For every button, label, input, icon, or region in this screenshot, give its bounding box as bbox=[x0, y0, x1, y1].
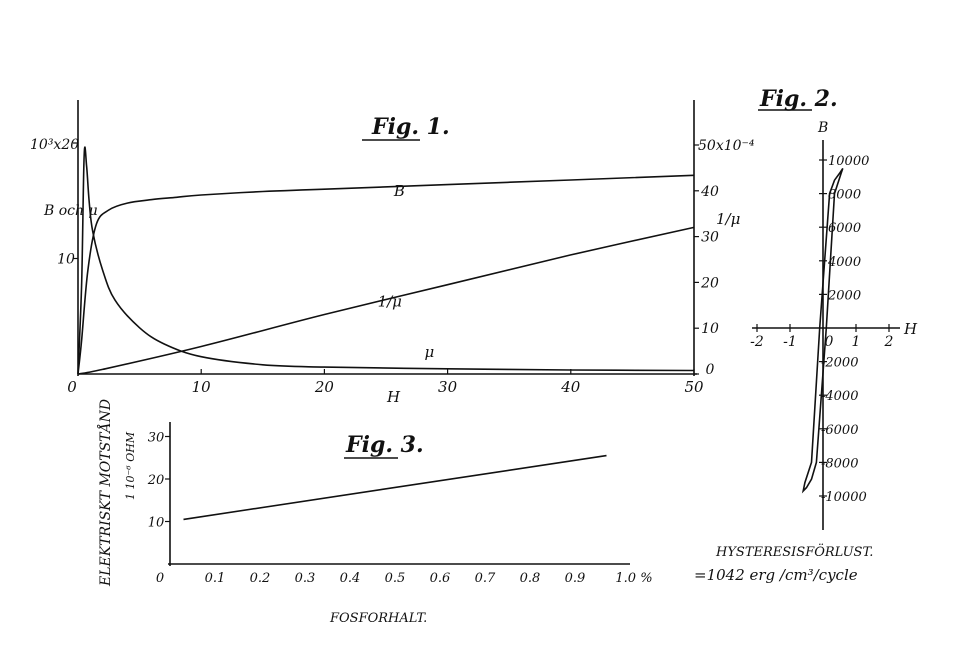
fig3-x-tick-label: 0.5 bbox=[385, 571, 406, 586]
fig3-y-tick-label: 20 bbox=[147, 473, 165, 488]
fig3-ylabel2: 1 10⁻⁶ OHM bbox=[124, 431, 137, 500]
fig1-x-tick-label: 40 bbox=[560, 378, 581, 396]
fig1-chart: Fig. 1. 0 10 20 30 40 50 10 0 10 20 30 40 Bμ 1/μ 1… bbox=[30, 100, 755, 406]
fig2-x-tick-label: -1 bbox=[783, 334, 797, 350]
fig2-y-tick-label: 4000 bbox=[827, 255, 861, 270]
fig1-title: Fig. 1. bbox=[371, 114, 450, 140]
fig1-right-top-label: 50x10⁻⁴ bbox=[698, 138, 755, 154]
fig3-resistance-line bbox=[183, 454, 607, 521]
fig1-x-tick-label: 30 bbox=[438, 378, 458, 396]
fig2-y-tick-label: 6000 bbox=[828, 221, 861, 236]
fig1-series-label: μ bbox=[425, 343, 435, 361]
fig1-right-tick-label: 0 bbox=[706, 362, 715, 378]
fig1-left-tick-label: 10 bbox=[57, 252, 75, 268]
fig2-y-tick-label: -2000 bbox=[821, 356, 858, 371]
fig3-x-tick-label: 0.7 bbox=[475, 571, 496, 586]
fig1-series-label: 1/μ bbox=[378, 292, 402, 310]
fig1-xlabel: H bbox=[386, 388, 401, 406]
fig1-x-tick-label: 50 bbox=[684, 378, 704, 396]
fig1-series-mu bbox=[77, 146, 695, 375]
fig2-x-tick-label: 2 bbox=[884, 334, 894, 350]
fig1-series-inv-mu bbox=[77, 226, 695, 375]
fig2-ylabel: B bbox=[817, 120, 828, 136]
fig1-right-ylabel: 1/μ bbox=[716, 210, 740, 228]
fig2-title: Fig. 2. bbox=[759, 86, 838, 112]
fig1-right-tick-label: 30 bbox=[701, 230, 719, 246]
fig3-xlabel: FOSFORHALT. bbox=[329, 611, 427, 626]
fig3-x-tick-label: 0 bbox=[156, 571, 164, 586]
fig3-x-tick-label: 0.9 bbox=[565, 571, 586, 586]
fig1-x-tick-label: 0 bbox=[67, 378, 77, 396]
fig2-y-tick-label: 8000 bbox=[828, 188, 861, 203]
fig1-series-label: B bbox=[393, 182, 405, 200]
fig3-x-tick-label: 1.0 % bbox=[615, 571, 652, 586]
fig3-chart: Fig. 3. 0 0.1 0.2 0.3 0.4 0.5 0.6 0.7 0.8 0.9 1.0 … bbox=[96, 399, 653, 626]
fig1-series-B bbox=[77, 174, 695, 375]
fig2-hysteresis-loop bbox=[801, 167, 844, 494]
fig1-x-tick-label: 10 bbox=[192, 378, 212, 396]
fig3-x-tick-label: 0.6 bbox=[430, 571, 451, 586]
fig3-y-tick-label: 10 bbox=[148, 516, 165, 531]
fig2-y-tick-label: -8000 bbox=[821, 456, 858, 471]
fig1-left-ylabel: B och μ bbox=[43, 203, 98, 219]
fig2-y-tick-label: 10000 bbox=[828, 154, 869, 169]
fig2-y-tick-label: -10000 bbox=[821, 490, 867, 505]
fig1-x-tick-label: 20 bbox=[314, 378, 335, 396]
fig3-x-tick-label: 0.8 bbox=[520, 571, 541, 586]
fig3-ylabel: ELEKTRISKT MOTSTÅND bbox=[96, 399, 114, 587]
fig2-x-tick-label: 1 bbox=[852, 334, 861, 350]
fig2-annotation-line2: =1042 erg /cm³/cycle bbox=[694, 566, 858, 584]
fig2-x-tick-label: -2 bbox=[750, 334, 764, 350]
fig3-x-tick-label: 0.3 bbox=[295, 571, 316, 586]
fig2-y-tick-label: -6000 bbox=[821, 423, 858, 438]
fig3-x-tick-label: 0.4 bbox=[340, 571, 361, 586]
fig1-left-top-label: 10³x20 bbox=[30, 137, 79, 153]
fig2-x-tick-label: 0 bbox=[825, 334, 834, 350]
fig2-xlabel: H bbox=[903, 320, 918, 338]
fig1-right-tick-label: 10 bbox=[701, 321, 719, 337]
fig3-y-tick-label: 30 bbox=[148, 431, 165, 446]
fig1-right-tick-label: 40 bbox=[700, 184, 719, 200]
fig2-y-tick-label: 2000 bbox=[827, 288, 861, 303]
fig2-y-tick-label: -4000 bbox=[821, 389, 858, 404]
fig3-title: Fig. 3. bbox=[345, 432, 424, 458]
fig2-chart: Fig. 2. -2 -1 0 1 2 10000 8000 6000 4000 2000 -200… bbox=[694, 86, 918, 584]
fig3-x-tick-label: 0.1 bbox=[205, 571, 226, 586]
fig2-annotation-line1: HYSTERESISFÖRLUST. bbox=[715, 543, 873, 560]
fig3-x-tick-label: 0.2 bbox=[250, 571, 271, 586]
fig1-right-tick-label: 20 bbox=[700, 275, 719, 291]
